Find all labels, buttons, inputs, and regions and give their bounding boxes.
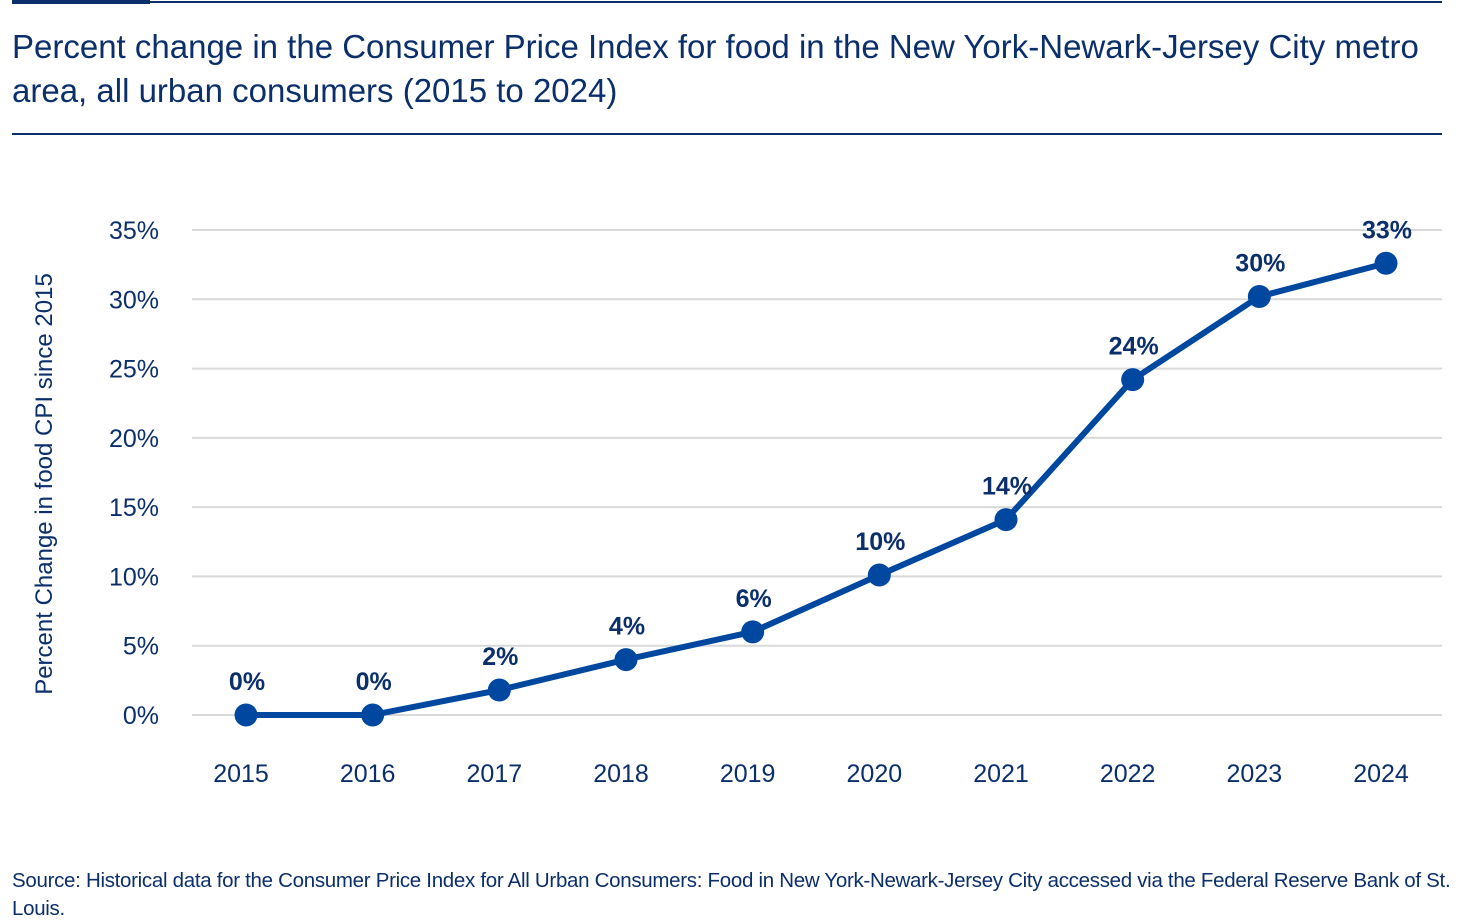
data-label: 30% — [1235, 250, 1285, 278]
x-tick-label: 2016 — [340, 760, 396, 788]
data-point — [867, 563, 891, 587]
data-point — [1121, 368, 1145, 392]
data-label: 2% — [482, 643, 518, 671]
data-point — [234, 703, 258, 727]
data-label: 0% — [229, 668, 265, 696]
data-point — [1247, 285, 1271, 309]
data-label: 6% — [736, 585, 772, 613]
data-label: 0% — [356, 668, 392, 696]
x-axis-ticks: 2015 2016 2017 2018 2019 2020 2021 2022 2023 2024 — [213, 760, 1409, 788]
x-tick-label: 2017 — [467, 760, 523, 788]
y-tick-label: 30% — [109, 286, 159, 314]
x-tick-label: 2024 — [1353, 760, 1409, 788]
x-tick-label: 2015 — [213, 760, 269, 788]
data-label: 4% — [609, 613, 645, 641]
data-point — [1374, 251, 1398, 275]
data-label: 10% — [855, 528, 905, 556]
title-divider — [12, 133, 1442, 135]
data-point — [741, 620, 765, 644]
data-labels: 0% 0% 2% 4% 6% 10% 14% 24% 30% 33% — [229, 216, 1412, 696]
top-accent-bar — [12, 0, 150, 4]
x-tick-label: 2021 — [973, 760, 1029, 788]
data-point — [361, 703, 385, 727]
x-tick-label: 2019 — [720, 760, 776, 788]
y-tick-label: 35% — [109, 217, 159, 245]
y-tick-label: 25% — [109, 356, 159, 384]
chart-title: Percent change in the Consumer Price Ind… — [12, 28, 1419, 109]
top-rule — [12, 1, 1442, 3]
y-tick-label: 10% — [109, 563, 159, 591]
source-note: Source: Historical data for the Consumer… — [12, 869, 1451, 920]
y-axis-ticks: 0% 5% 10% 15% 20% 25% 30% 35% — [109, 217, 159, 730]
data-label: 14% — [982, 473, 1032, 501]
gridlines — [192, 229, 1442, 716]
x-tick-label: 2023 — [1227, 760, 1283, 788]
data-label: 33% — [1362, 216, 1412, 244]
y-tick-label: 20% — [109, 425, 159, 453]
x-tick-label: 2022 — [1100, 760, 1156, 788]
data-point — [614, 648, 638, 672]
series-line — [246, 260, 1387, 718]
y-tick-label: 5% — [123, 633, 159, 661]
y-tick-label: 15% — [109, 494, 159, 522]
data-label: 24% — [1109, 333, 1159, 361]
x-tick-label: 2020 — [847, 760, 903, 788]
data-point — [994, 508, 1018, 532]
x-tick-label: 2018 — [593, 760, 649, 788]
series-line-group — [234, 251, 1398, 727]
data-point — [487, 678, 511, 702]
y-tick-label: 0% — [123, 702, 159, 730]
